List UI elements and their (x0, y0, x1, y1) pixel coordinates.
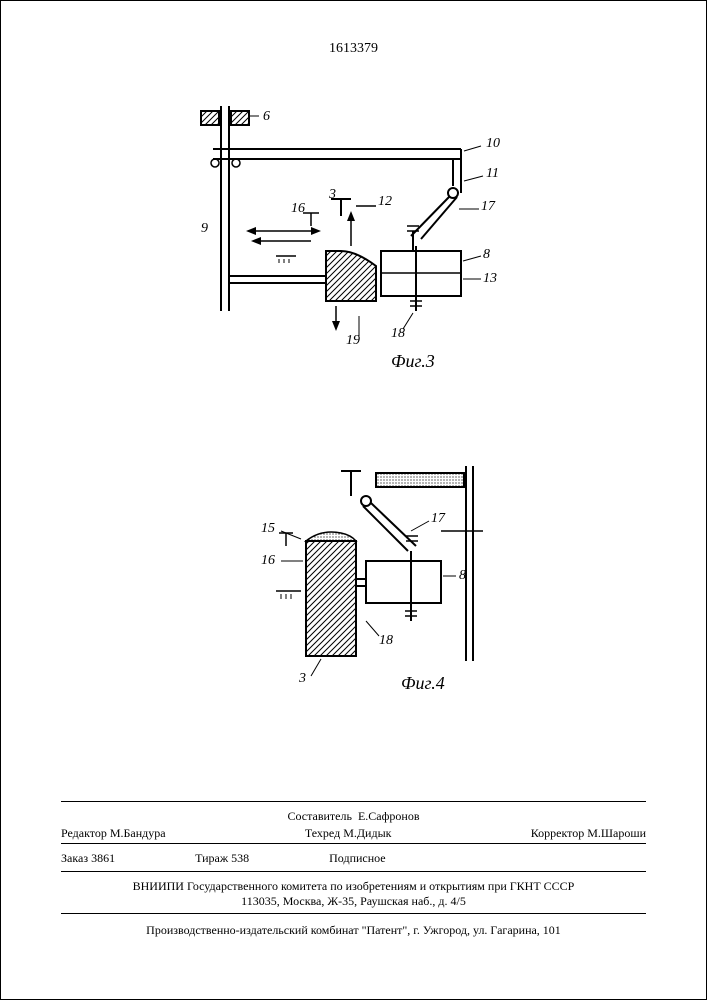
compiler-label: Составитель (288, 809, 352, 824)
divider-2 (61, 843, 646, 844)
fig3-caption: Фиг.3 (391, 351, 435, 372)
order: Заказ 3861 (61, 851, 115, 866)
credits-block: Составитель Е.Сафронов Редактор М.Бандур… (61, 809, 646, 843)
fig3-label-6: 6 (263, 109, 270, 125)
fig4-label-15: 15 (261, 521, 275, 537)
fig4-label-18: 18 (379, 633, 393, 649)
subscription: Подписное (329, 851, 386, 866)
editor: Редактор М.Бандура (61, 826, 166, 841)
fig3-label-16: 16 (291, 201, 305, 217)
org-block: ВНИИПИ Государственного комитета по изоб… (61, 879, 646, 909)
fig3-label-11: 11 (486, 166, 499, 182)
divider-3 (61, 871, 646, 872)
techred: Техред М.Дидык (305, 826, 392, 841)
corrector: Корректор М.Шароши (531, 826, 646, 841)
tirage: Тираж 538 (195, 851, 249, 866)
fig3-label-3: 3 (329, 187, 336, 203)
order-block: Заказ 3861 Тираж 538 Подписное (61, 851, 646, 866)
fig3-label-13: 13 (483, 271, 497, 287)
figure-3-svg (181, 101, 511, 371)
divider-4 (61, 913, 646, 914)
fig4-caption: Фиг.4 (401, 673, 445, 694)
divider-1 (61, 801, 646, 802)
fig4-label-8: 8 (459, 568, 466, 584)
fig3-label-8: 8 (483, 247, 490, 263)
fig4-label-17: 17 (431, 511, 445, 527)
fig3-label-10: 10 (486, 136, 500, 152)
patent-number: 1613379 (329, 41, 378, 57)
org-line2: 113035, Москва, Ж-35, Раушская наб., д. … (61, 894, 646, 909)
fig3-label-12: 12 (378, 194, 392, 210)
figure-3: 6 10 11 17 8 13 9 16 3 12 18 19 Фиг.3 (181, 101, 511, 371)
fig4-label-16: 16 (261, 553, 275, 569)
publisher: Производственно-издательский комбинат "П… (61, 923, 646, 938)
page: 1613379 (0, 0, 707, 1000)
fig3-label-9: 9 (201, 221, 208, 237)
fig3-label-18: 18 (391, 326, 405, 342)
fig4-label-3: 3 (299, 671, 306, 687)
fig3-label-19: 19 (346, 333, 360, 349)
org-line1: ВНИИПИ Государственного комитета по изоб… (61, 879, 646, 894)
compiler-name: Е.Сафронов (358, 809, 420, 824)
figure-4: 15 16 17 8 3 18 Фиг.4 (251, 461, 501, 701)
fig3-label-17: 17 (481, 199, 495, 215)
